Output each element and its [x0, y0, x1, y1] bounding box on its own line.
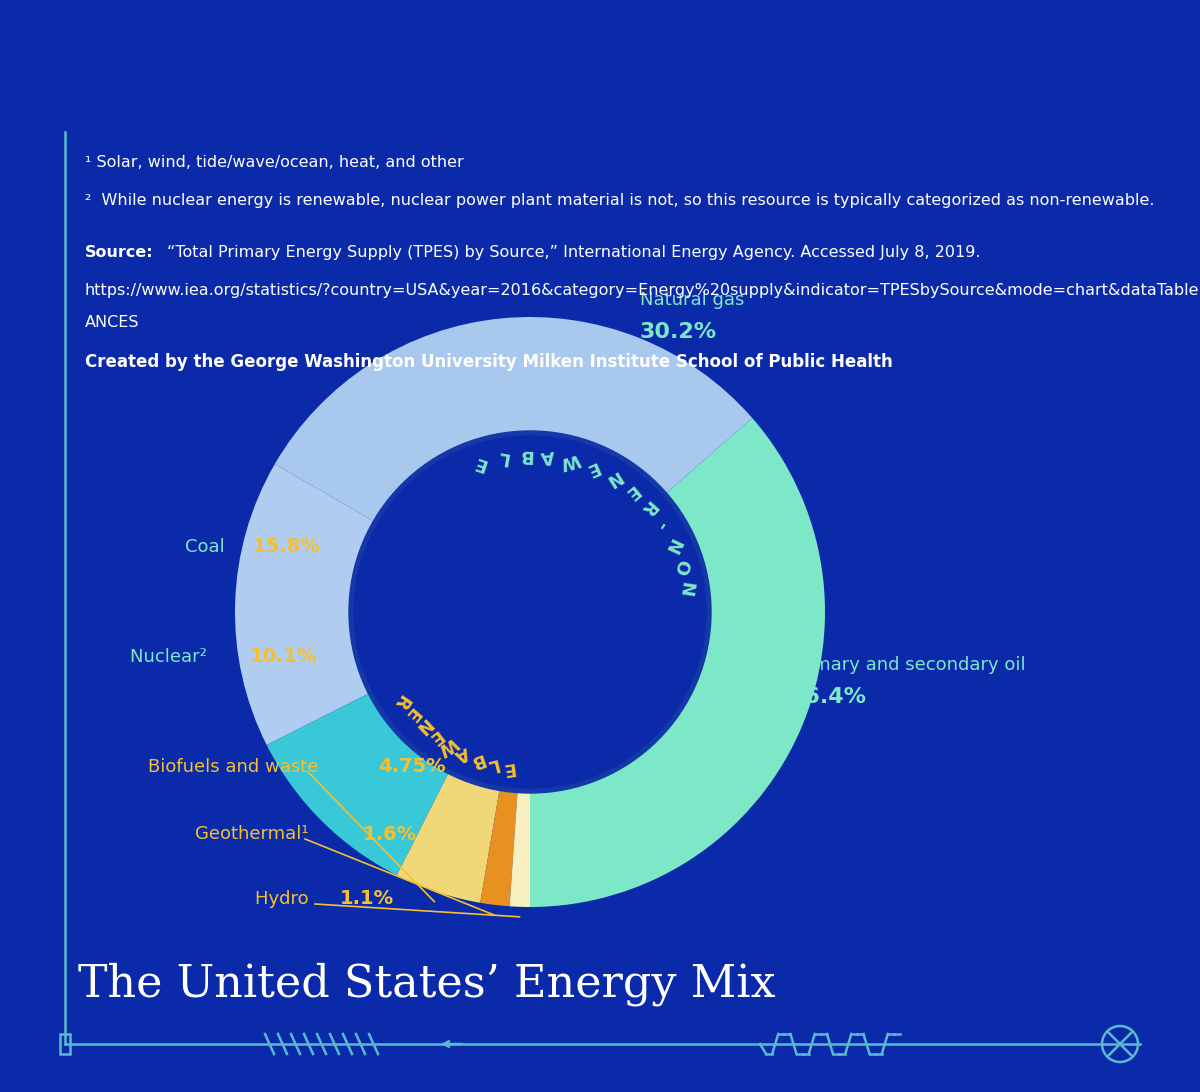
Wedge shape — [530, 418, 824, 907]
Text: B: B — [518, 446, 533, 464]
Text: N: N — [410, 714, 433, 738]
Text: N: N — [601, 466, 623, 490]
Text: O: O — [670, 557, 691, 577]
Text: The United States’ Energy Mix: The United States’ Energy Mix — [78, 962, 775, 1006]
Text: -: - — [652, 518, 671, 534]
Text: ANCES: ANCES — [85, 314, 139, 330]
Text: Biofuels and waste: Biofuels and waste — [148, 758, 330, 776]
Text: B: B — [468, 749, 486, 771]
Wedge shape — [510, 786, 530, 907]
Text: ²  While nuclear energy is renewable, nuclear power plant material is not, so th: ² While nuclear energy is renewable, nuc… — [85, 193, 1154, 207]
Text: 15.8%: 15.8% — [253, 537, 320, 557]
Text: E: E — [583, 458, 601, 478]
Wedge shape — [266, 691, 451, 875]
Text: 4.75%: 4.75% — [378, 758, 445, 776]
Text: Coal: Coal — [185, 538, 236, 556]
Text: 30.2%: 30.2% — [640, 322, 718, 342]
Text: W: W — [558, 449, 582, 472]
Text: E: E — [400, 703, 421, 725]
Text: R: R — [390, 690, 413, 712]
Text: 1.6%: 1.6% — [364, 824, 418, 843]
Wedge shape — [480, 784, 518, 906]
Text: Natural gas: Natural gas — [640, 290, 744, 309]
Wedge shape — [397, 768, 500, 903]
Text: W: W — [434, 733, 461, 759]
Text: Created by the George Washington University Milken Institute School of Public He: Created by the George Washington Univers… — [85, 353, 893, 371]
Text: 10.1%: 10.1% — [250, 648, 318, 666]
Text: A: A — [452, 743, 472, 764]
Text: L: L — [496, 448, 510, 467]
Text: N: N — [676, 580, 695, 597]
Text: E: E — [472, 452, 490, 474]
Wedge shape — [275, 317, 752, 524]
Text: Primary and secondary oil: Primary and secondary oil — [790, 656, 1026, 674]
Text: 36.4%: 36.4% — [790, 687, 866, 707]
Text: Nuclear²: Nuclear² — [130, 648, 218, 666]
Text: E: E — [424, 726, 445, 747]
Circle shape — [354, 436, 706, 788]
Text: Geothermal¹: Geothermal¹ — [194, 824, 320, 843]
Text: Source:: Source: — [85, 245, 154, 260]
Text: Hydro: Hydro — [256, 890, 320, 909]
Circle shape — [349, 431, 710, 793]
Text: R: R — [636, 497, 659, 519]
Wedge shape — [235, 464, 379, 745]
Text: E: E — [502, 758, 516, 778]
Text: ¹ Solar, wind, tide/wave/ocean, heat, and other: ¹ Solar, wind, tide/wave/ocean, heat, an… — [85, 155, 463, 170]
Text: “Total Primary Energy Supply (TPES) by Source,” International Energy Agency. Acc: “Total Primary Energy Supply (TPES) by S… — [167, 245, 980, 260]
Text: L: L — [485, 755, 500, 774]
Text: E: E — [620, 480, 641, 502]
Text: 1.1%: 1.1% — [340, 890, 394, 909]
Text: N: N — [661, 535, 684, 556]
Text: https://www.iea.org/statistics/?country=USA&year=2016&category=Energy%20supply&i: https://www.iea.org/statistics/?country=… — [85, 283, 1200, 298]
Text: A: A — [540, 447, 556, 466]
